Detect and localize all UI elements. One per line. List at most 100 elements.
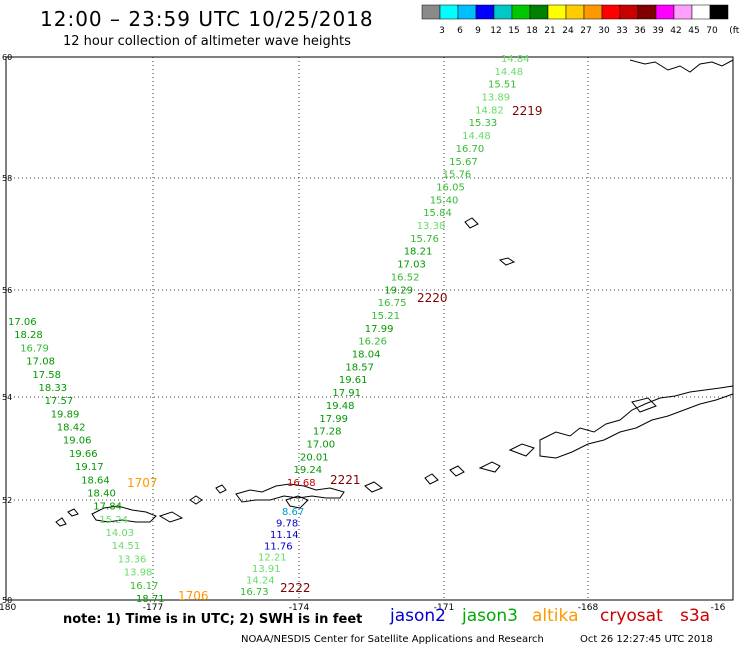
wave-height-value: 15.40	[430, 195, 459, 206]
wave-height-value: 14.51	[112, 541, 141, 552]
latitude-label: 58	[2, 174, 12, 183]
pass-label: 2221	[330, 473, 361, 487]
longitude-label: -168	[578, 603, 599, 613]
colorbar-label: 15	[508, 26, 519, 36]
coastline	[55, 59, 734, 527]
pass-label: 1706	[178, 589, 209, 603]
wave-height-value: 16.68	[287, 478, 316, 489]
wave-height-value: 13.38	[417, 221, 446, 232]
coastline-segment	[91, 505, 157, 523]
colorbar-swatch	[709, 4, 729, 20]
wave-height-value: 11.14	[270, 530, 299, 541]
wave-height-value: 19.48	[326, 401, 355, 412]
wave-height-value: 19.89	[51, 409, 80, 420]
pass-label: 2220	[417, 291, 448, 305]
wave-height-value: 18.40	[87, 489, 116, 500]
wave-height-value: 18.28	[14, 330, 43, 341]
pass-label: 2219	[512, 104, 543, 118]
wave-height-value: 18.04	[352, 350, 381, 361]
wave-height-value: 14.24	[246, 576, 275, 587]
wave-height-value: 15.84	[423, 208, 452, 219]
wave-height-value: 13.98	[124, 568, 153, 579]
coastline-segment	[424, 473, 439, 485]
wave-height-value: 17.00	[307, 440, 336, 451]
longitude-label: -174	[289, 603, 310, 613]
wave-height-value: 17.99	[319, 414, 348, 425]
latitude-label: 56	[2, 286, 12, 295]
latitude-label: 52	[2, 496, 12, 505]
longitude-label: -16	[711, 603, 726, 613]
coastline-segment	[478, 461, 501, 473]
wave-height-value: 17.28	[313, 427, 342, 438]
wave-height-value: 14.82	[475, 105, 504, 116]
wave-height-value: 14.84	[501, 54, 530, 65]
coastline-segment	[55, 517, 67, 527]
legend-altika: altika	[532, 606, 579, 626]
wave-height-value: 14.48	[462, 131, 491, 142]
wave-height-value: 17.57	[45, 396, 74, 407]
colorbar-label: 70	[706, 26, 718, 36]
wave-height-value: 19.06	[63, 436, 92, 447]
wave-height-value: 16.26	[358, 337, 387, 348]
longitude-label: -171	[434, 603, 454, 613]
pass-label: 2222	[280, 581, 311, 595]
wave-height-value: 15.21	[371, 311, 400, 322]
wave-height-value: 19.24	[294, 465, 323, 476]
wave-height-value: 18.57	[345, 362, 374, 373]
wave-height-value: 11.76	[264, 541, 293, 552]
wave-height-value: 17.84	[93, 502, 122, 513]
timestamp-text: Oct 26 12:27:45 UTC 2018	[580, 634, 713, 645]
wave-height-value: 15.51	[488, 80, 517, 91]
wave-height-value: 18.33	[39, 383, 68, 394]
coastline-segment	[215, 484, 227, 494]
colorbar-label: 12	[490, 26, 501, 36]
colorbar-label: 21	[544, 26, 555, 36]
colorbar-label: 33	[616, 26, 627, 36]
pass-label: 1707	[127, 476, 158, 490]
colorbar-label: 27	[580, 26, 591, 36]
colorbar-label: 30	[598, 26, 610, 36]
map-subtitle: 12 hour collection of altimeter wave hei…	[63, 34, 351, 49]
wave-height-value: 16.05	[436, 183, 465, 194]
colorbar-label: 45	[688, 26, 699, 36]
coastline-segment	[67, 508, 79, 517]
wave-height-value: 15.67	[449, 157, 478, 168]
axis-labels: 60 58 56 54 52 50-180 -177 -174 -171 -168 -16	[0, 53, 726, 613]
wave-height-value: 13.36	[118, 554, 147, 565]
latitude-label: 54	[2, 393, 12, 402]
wave-height-value: 8.67	[282, 507, 304, 518]
colorbar-label: 39	[652, 26, 664, 36]
wave-height-value: 15.33	[469, 118, 498, 129]
colorbar-label: 36	[634, 26, 646, 36]
wave-height-value: 15.24	[99, 515, 128, 526]
colorbar-label: 9	[475, 26, 481, 36]
legend-cryosat: cryosat	[600, 606, 663, 626]
map-title: 12:00 – 23:59 UTC 10/25/2018	[40, 7, 374, 31]
graticule	[6, 57, 733, 600]
pass-labels: 2219 2220 2221 2222 1707 1706	[127, 104, 543, 603]
colorbar-label: 3	[439, 26, 445, 36]
wave-height-value: 18.64	[81, 475, 110, 486]
coastline-segment	[464, 217, 479, 229]
wave-height-value: 18.42	[57, 423, 86, 434]
wave-height-value: 19.17	[75, 462, 104, 473]
coastline-segment	[631, 397, 657, 413]
wave-height-value: 16.79	[20, 343, 49, 354]
coastline-segment	[158, 511, 184, 523]
coastline-segment	[235, 483, 345, 503]
wave-height-value: 9.78	[276, 518, 298, 529]
colorbar-label: 24	[562, 26, 574, 36]
note-text: note: 1) Time is in UTC; 2) SWH is in fe…	[63, 612, 363, 627]
wave-height-value: 17.03	[397, 260, 426, 271]
legend-jason3: jason3	[462, 606, 518, 626]
wave-height-value: 16.17	[130, 581, 159, 592]
legend-s3a: s3a	[680, 606, 711, 626]
colorbar-label: (ft)	[729, 26, 740, 36]
coastline-segment	[189, 495, 203, 505]
colorbar-label: 42	[670, 26, 681, 36]
longitude-label: -177	[143, 603, 163, 613]
wave-height-value: 16.73	[240, 587, 269, 598]
map-frame	[5, 56, 734, 601]
coastline-segment	[364, 481, 384, 493]
credit-text: NOAA/NESDIS Center for Satellite Applica…	[241, 634, 544, 645]
